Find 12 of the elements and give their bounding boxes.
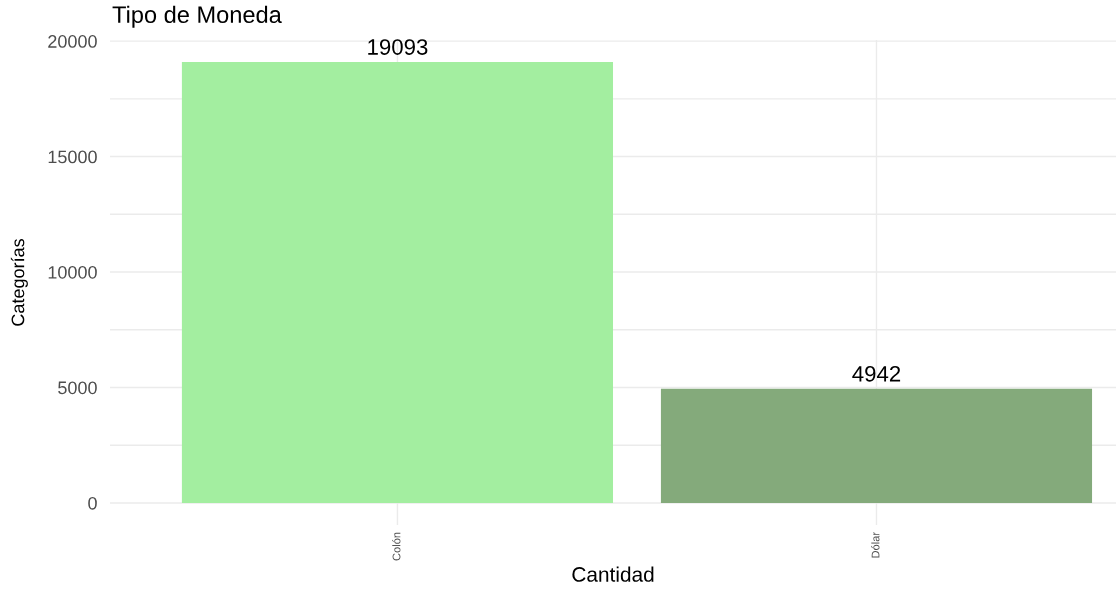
x-axis-title: Cantidad — [572, 566, 654, 582]
y-tick-label: 0 — [88, 496, 97, 510]
x-tick-label: Colón — [392, 532, 401, 561]
y-tick-label: 20000 — [48, 35, 97, 48]
data-label: 4942 — [852, 365, 901, 382]
data-label: 19093 — [368, 39, 428, 55]
x-tick-label: Dólar — [871, 532, 880, 558]
y-axis-title: Categorías — [10, 238, 28, 326]
y-tick-label: 5000 — [58, 381, 97, 395]
chart-title: Tipo de Moneda — [112, 5, 282, 28]
y-tick-label: 10000 — [48, 265, 97, 279]
y-tick-label: 15000 — [48, 150, 97, 164]
